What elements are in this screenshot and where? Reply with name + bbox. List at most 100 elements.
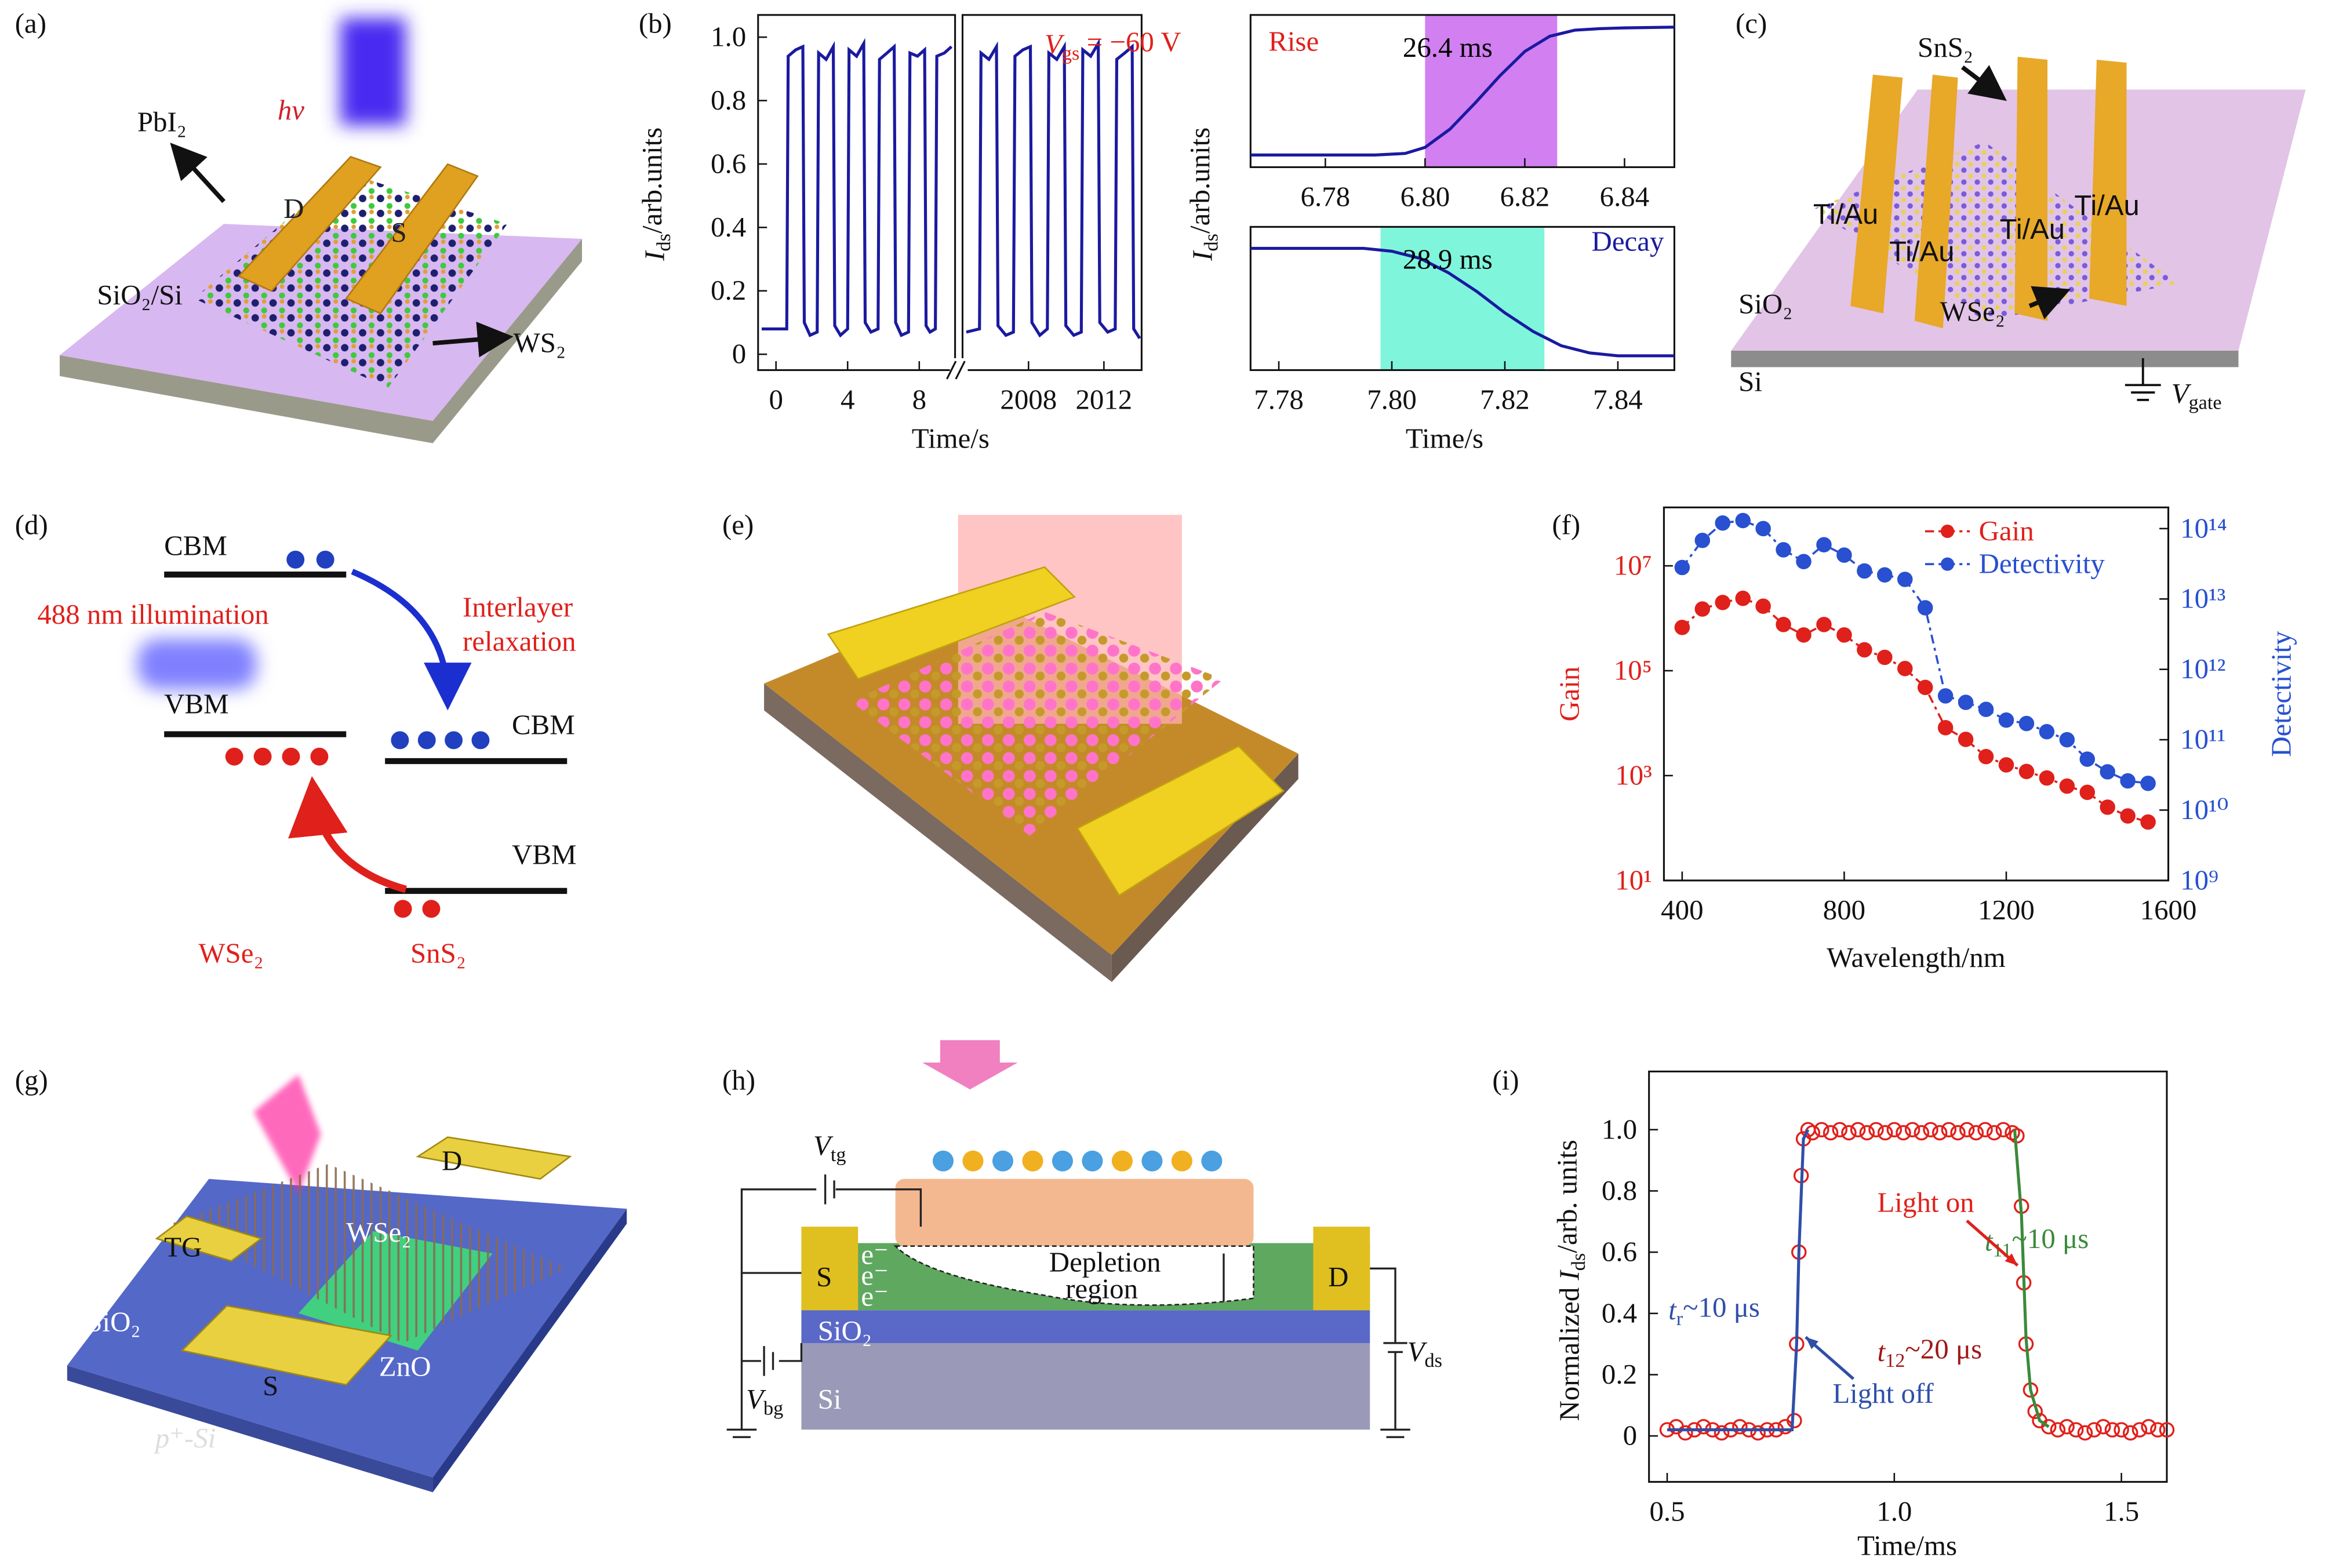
label: WSe₂: [1940, 296, 2005, 328]
data-point: [1735, 590, 1751, 606]
data-point: [1715, 515, 1731, 531]
label: Ti/Au: [2000, 214, 2065, 245]
data-point: [1859, 1125, 1875, 1141]
data-point: [1998, 712, 2014, 728]
data-point: [1959, 1122, 1975, 1138]
arrow: [351, 569, 472, 711]
band-levels: [164, 572, 568, 894]
data-point: [1841, 1125, 1857, 1141]
label: SiO₂: [86, 1305, 140, 1337]
y-tick-label: 0: [732, 338, 746, 370]
panel-label: (e): [722, 509, 754, 541]
x-tick-label: 2008: [1000, 383, 1057, 415]
annotation: Vgs = −60 V: [1045, 26, 1181, 64]
x-axis-label: Wavelength/nm: [1827, 941, 2005, 973]
x-tick-label: 800: [1823, 894, 1865, 926]
data-point: [2141, 1419, 2156, 1435]
x-tick-label: 7.78: [1254, 383, 1304, 415]
label: VBM: [164, 688, 228, 720]
data-point: [1755, 598, 1771, 614]
data-point: [1937, 688, 1954, 704]
data-point: [1732, 1419, 1748, 1435]
plot-frame: [1249, 225, 1675, 372]
x-tick-label: 6.84: [1600, 180, 1650, 212]
light-beam: [253, 1074, 321, 1194]
data-point: [2018, 763, 2035, 780]
data-point: [1978, 749, 1994, 765]
data-point: [1850, 1122, 1866, 1138]
data-point: [1886, 1122, 1903, 1138]
data-point: [2140, 776, 2156, 791]
data-point: [1714, 1425, 1730, 1441]
text-part: gs: [1062, 42, 1079, 64]
text-part: V: [1045, 28, 1065, 60]
x-tick-label: 1.0: [1876, 1495, 1912, 1527]
text-part: ~10 μs: [1683, 1291, 1760, 1323]
x-tick-label: 6.78: [1301, 180, 1351, 212]
series-line: [761, 38, 1141, 340]
data-point: [1823, 1125, 1839, 1141]
annotation: Rise: [1268, 26, 1319, 57]
x-tick-label: 7.84: [1593, 383, 1643, 415]
light-glow: [137, 638, 257, 690]
x-tick-label: 400: [1661, 894, 1703, 926]
data-point: [1941, 1122, 1957, 1138]
ground: [2125, 358, 2161, 401]
y-axis-label: Normalized Ids/arb. units: [1551, 1140, 1589, 1421]
label: D: [283, 192, 304, 224]
highlight-span: [1380, 227, 1545, 370]
y-tick-label: 10¹⁰: [2180, 794, 2228, 825]
y-tick-label: 0.4: [711, 211, 746, 243]
label: Si: [1738, 366, 1762, 398]
series-line: [1681, 597, 2149, 823]
data-point: [1958, 732, 1974, 747]
y-tick-label: 10⁷: [1614, 550, 1652, 581]
label: Ti/Au: [1813, 199, 1878, 230]
data-point: [2104, 1422, 2120, 1438]
label: CBM: [512, 709, 575, 741]
annotation: Decay: [1592, 225, 1664, 257]
text-part: t: [1668, 1294, 1677, 1326]
plot-frame: [757, 14, 956, 372]
legend-marker: [1940, 524, 1955, 539]
substrate-side: [59, 238, 582, 443]
y-tick-label: 0.2: [711, 274, 746, 306]
electrode: [155, 1215, 263, 1262]
panel-h: (h) Vtg S e⁻ e⁻ e⁻ Depletion region D Si…: [722, 1040, 1442, 1438]
x-axis-label: Time/s: [1406, 422, 1483, 454]
data-point: [1694, 601, 1711, 617]
data-point: [1998, 757, 2014, 773]
layer-oxide: [801, 1310, 1370, 1343]
text-part: ds: [1201, 234, 1223, 251]
panel-label: (d): [15, 509, 48, 541]
x-tick-label: 1.5: [2104, 1495, 2139, 1527]
data-point: [2040, 1419, 2057, 1435]
data-point: [2059, 1419, 2075, 1435]
y-tick-label: 10⁹: [2180, 864, 2218, 896]
data-point: [2039, 770, 2055, 786]
panel-c: (c) SnS₂ Ti/Au Ti/Au Ti/Au Ti/Au SiO₂ WS…: [1731, 8, 2306, 413]
data-point: [1814, 1122, 1829, 1138]
data-point: [1958, 694, 1974, 710]
x-tick-label: 7.80: [1367, 383, 1417, 415]
text-part: ds: [1424, 1349, 1442, 1371]
label: PbI₂: [137, 106, 187, 138]
electrode: [1850, 74, 1903, 314]
text-part: I: [639, 250, 671, 261]
label: SnS₂: [1918, 31, 1973, 63]
x-tick-label: 0: [769, 383, 783, 415]
depletion: [893, 1245, 1254, 1306]
charts: 0 4 8 2008 2012 0 0.2 0.4 0.6 0.8 1.0 Time/s Ids/arb…: [636, 14, 2297, 1562]
label: S: [816, 1261, 832, 1293]
substrate-side: [764, 683, 1112, 982]
y-tick-label: 10¹⁴: [2180, 512, 2227, 544]
layer-si: [801, 1343, 1370, 1430]
data-point: [1995, 1122, 2011, 1138]
label: 488 nm illumination: [37, 598, 268, 630]
data-point: [2079, 784, 2096, 801]
data-point: [1816, 617, 1832, 632]
label: Ti/Au: [1889, 237, 1954, 268]
electrode: [1914, 74, 1958, 329]
label: WSe₂: [346, 1216, 411, 1248]
y-tick-label: 0.2: [1602, 1358, 1637, 1390]
